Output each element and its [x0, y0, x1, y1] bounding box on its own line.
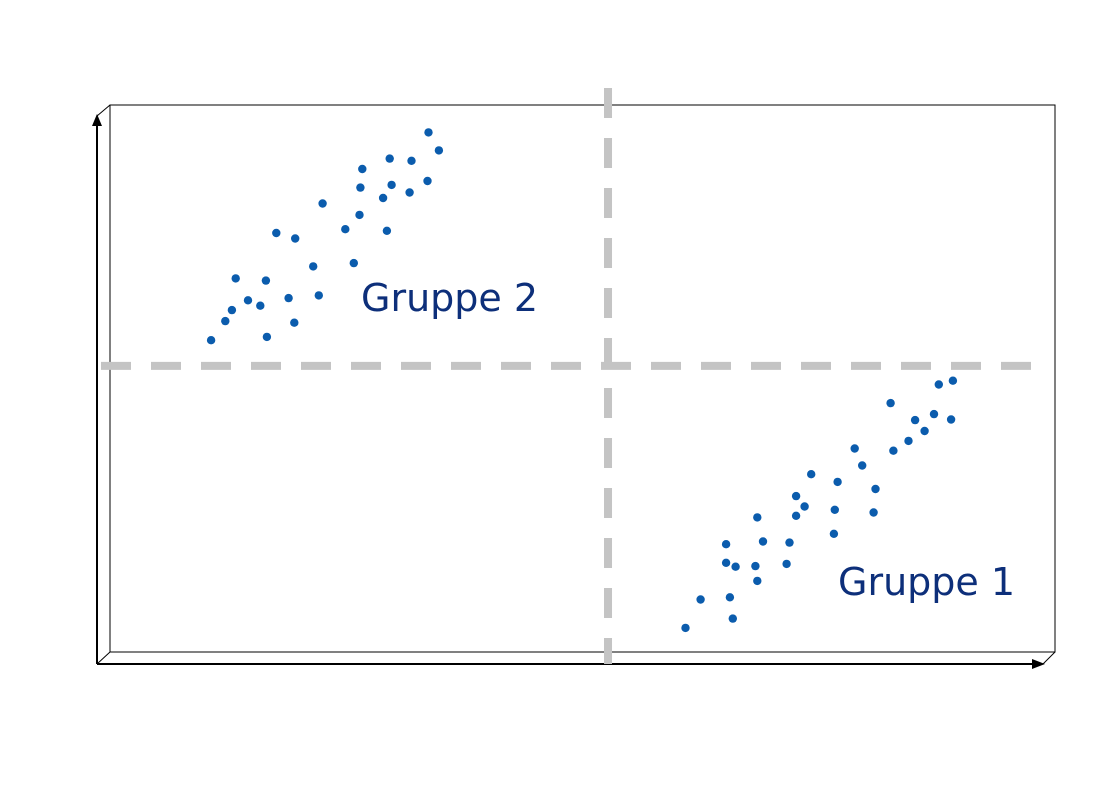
data-point-series2-5	[243, 296, 253, 305]
data-point-series1-12	[782, 559, 791, 569]
data-point-series1-15	[791, 491, 801, 501]
data-point-series1-5	[731, 562, 740, 571]
plot-frame	[92, 104, 1056, 669]
data-point-series1-6	[721, 558, 731, 567]
data-point-series1-2	[696, 595, 705, 604]
data-point-series1-17	[807, 470, 816, 479]
data-point-series2-10	[284, 293, 293, 303]
data-point-series2-26	[407, 156, 416, 165]
data-point-series1-29	[920, 426, 929, 436]
data-point-series2-25	[405, 188, 414, 197]
data-point-series1-28	[910, 415, 920, 425]
data-point-series1-1	[681, 623, 690, 633]
frame-depth-bottom-right	[1042, 651, 1056, 665]
data-point-series2-9	[272, 228, 281, 238]
data-point-series2-16	[341, 225, 350, 234]
plot-back-panel	[109, 104, 1056, 653]
x-axis-arrowhead	[1032, 659, 1045, 669]
data-point-series1-25	[886, 398, 895, 408]
data-point-series1-18	[829, 529, 839, 538]
data-point-series2-13	[309, 262, 318, 271]
y-axis-arrowhead	[92, 114, 102, 126]
data-point-series2-21	[378, 193, 388, 203]
frame-depth-top-left	[96, 104, 111, 117]
data-point-series2-4	[231, 274, 240, 283]
data-point-series1-21	[850, 444, 859, 453]
data-point-series1-7	[721, 540, 731, 549]
data-point-series1-33	[946, 415, 956, 424]
data-point-series2-19	[356, 183, 365, 192]
frame-depth-bottom-left	[96, 651, 111, 665]
data-point-series1-16	[800, 502, 809, 511]
data-point-series1-22	[858, 461, 867, 470]
data-point-series1-20	[833, 477, 842, 487]
data-point-series2-11	[290, 318, 299, 327]
data-point-series1-9	[753, 576, 762, 586]
data-point-series1-30	[929, 409, 939, 419]
data-point-series1-8	[751, 561, 760, 571]
data-point-series1-26	[889, 446, 898, 455]
data-point-series1-31	[934, 380, 943, 389]
group-2-label: Gruppe 2	[361, 276, 538, 320]
data-point-series2-20	[358, 164, 367, 174]
data-point-series1-24	[871, 484, 880, 494]
data-point-series2-14	[318, 199, 327, 208]
data-point-series2-28	[424, 128, 433, 137]
data-point-series1-13	[785, 538, 794, 547]
data-point-series2-23	[385, 154, 394, 163]
data-point-series1-11	[753, 513, 762, 522]
data-point-series2-27	[423, 176, 432, 186]
data-point-series1-10	[758, 537, 768, 546]
data-point-series2-22	[382, 226, 392, 235]
data-point-series1-14	[791, 511, 801, 520]
data-point-series2-2	[221, 316, 230, 326]
data-point-series2-24	[387, 180, 396, 190]
data-point-series2-7	[262, 332, 272, 342]
data-point-series1-4	[728, 614, 737, 623]
data-point-series1-32	[948, 376, 958, 385]
data-point-series2-17	[349, 258, 358, 268]
data-point-series2-3	[227, 305, 237, 315]
group-1-label: Gruppe 1	[838, 560, 1015, 604]
quadrant-dividers	[101, 88, 1040, 664]
data-point-series2-29	[434, 146, 444, 155]
data-point-series2-15	[314, 291, 323, 300]
data-point-series2-1	[206, 336, 216, 345]
data-point-series2-12	[291, 234, 300, 243]
data-point-series2-18	[355, 210, 364, 220]
data-point-series2-6	[256, 301, 265, 310]
data-point-series1-23	[869, 508, 878, 517]
data-point-series1-27	[904, 436, 913, 446]
data-points	[206, 128, 958, 633]
data-point-series2-8	[261, 276, 271, 285]
data-point-series1-3	[725, 593, 735, 602]
data-point-series1-19	[830, 505, 839, 514]
